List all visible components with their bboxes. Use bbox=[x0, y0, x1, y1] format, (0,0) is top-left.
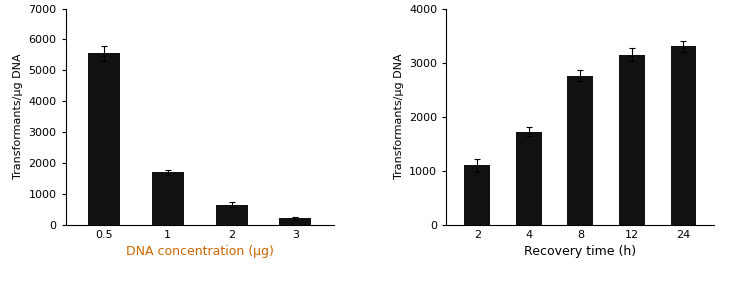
Bar bbox=[216, 204, 248, 225]
X-axis label: DNA concentration (μg): DNA concentration (μg) bbox=[125, 245, 273, 258]
Bar bbox=[279, 219, 311, 225]
Bar bbox=[516, 132, 542, 225]
Bar bbox=[152, 172, 184, 225]
Bar bbox=[464, 165, 490, 225]
Bar bbox=[619, 54, 645, 225]
X-axis label: Recovery time (h): Recovery time (h) bbox=[524, 245, 636, 258]
Bar bbox=[567, 76, 593, 225]
Y-axis label: Transformants/μg DNA: Transformants/μg DNA bbox=[394, 54, 404, 179]
Bar bbox=[671, 46, 696, 225]
Bar bbox=[88, 53, 120, 225]
Y-axis label: Transformants/μg DNA: Transformants/μg DNA bbox=[13, 54, 23, 179]
